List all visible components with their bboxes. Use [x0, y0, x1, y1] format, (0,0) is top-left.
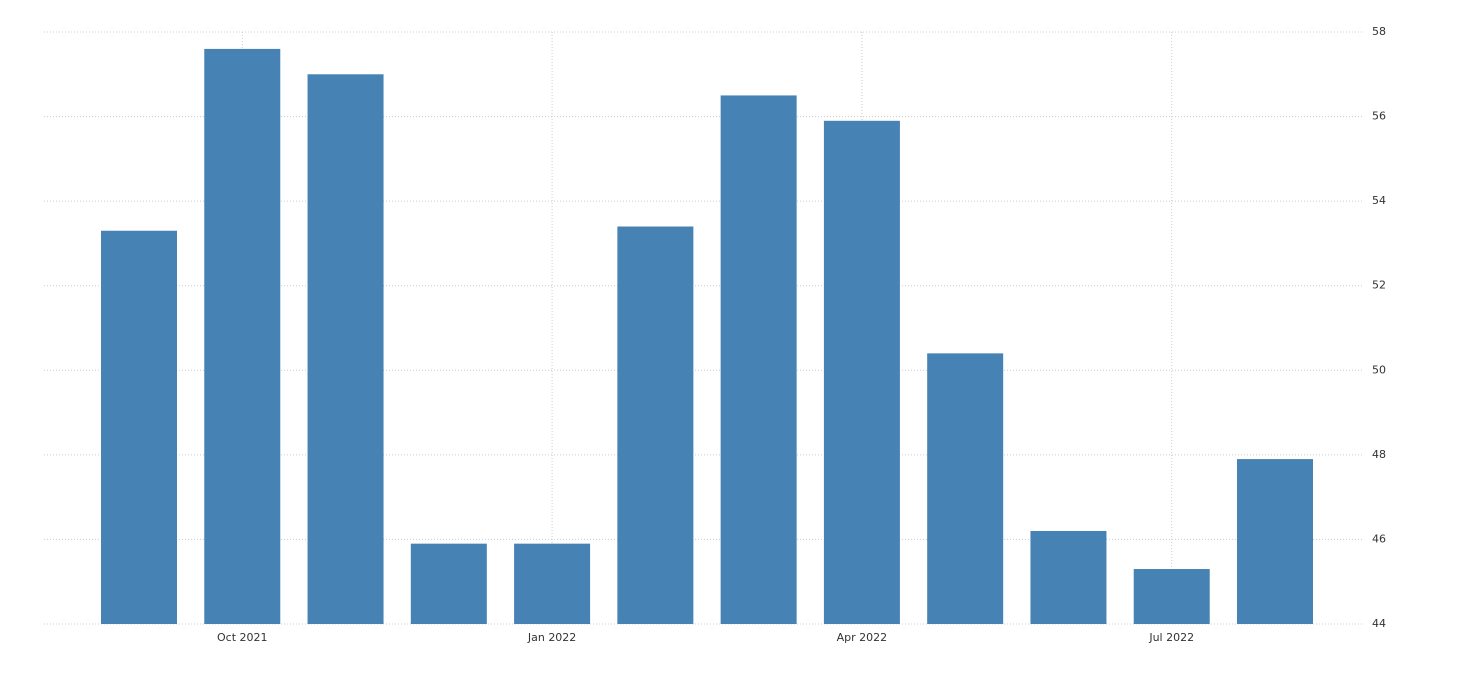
bar [204, 48, 281, 624]
x-tick-label: Oct 2021 [217, 631, 268, 644]
y-tick-label: 56 [1372, 110, 1386, 123]
y-tick-label: 58 [1372, 25, 1386, 38]
bar [307, 74, 384, 625]
bar [514, 543, 591, 624]
bar [1030, 530, 1107, 624]
x-tick-label: Jan 2022 [527, 631, 576, 644]
bar [823, 120, 900, 625]
y-tick-label: 48 [1372, 448, 1386, 461]
bar [101, 230, 177, 624]
bar [1237, 459, 1313, 624]
y-tick-label: 52 [1372, 279, 1386, 292]
bar [927, 353, 1004, 624]
bar [410, 543, 487, 624]
x-tick-label: Apr 2022 [837, 631, 888, 644]
y-tick-label: 44 [1372, 617, 1386, 630]
bar [720, 95, 797, 624]
y-tick-label: 54 [1372, 194, 1386, 207]
y-tick-label: 50 [1372, 363, 1386, 376]
bar [1133, 569, 1210, 624]
y-tick-label: 46 [1372, 532, 1386, 545]
bar [617, 226, 694, 624]
x-tick-label: Jul 2022 [1148, 631, 1194, 644]
